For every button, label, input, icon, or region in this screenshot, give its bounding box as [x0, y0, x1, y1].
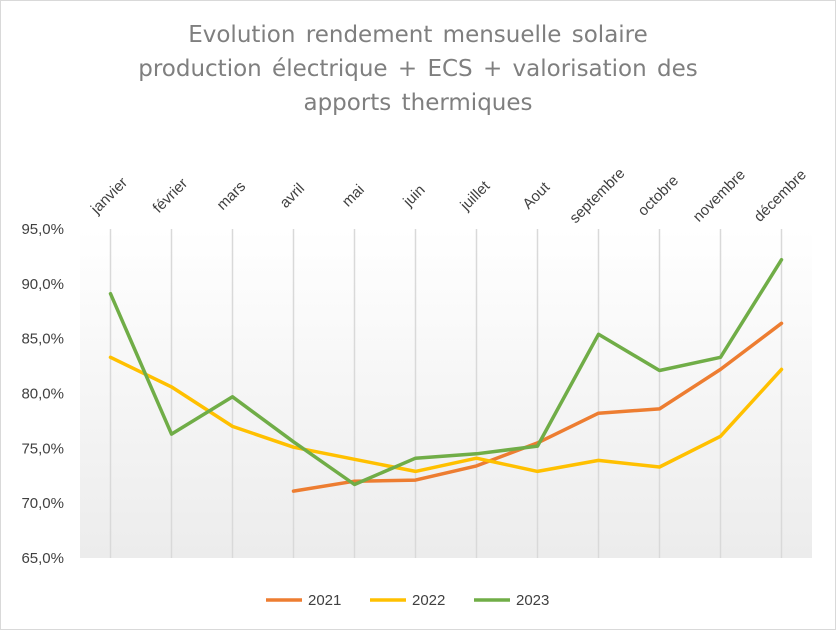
x-tick-labels: janvier février mars avril mai juin juillet Aou… — [87, 165, 810, 227]
y-tick-label: 90,0% — [21, 276, 64, 293]
legend-item-2022: 2022 — [370, 592, 445, 609]
chart-title-line-3: apports thermiques — [303, 90, 533, 116]
y-tick-label: 75,0% — [21, 440, 64, 457]
x-tick-label: mars — [214, 178, 250, 214]
y-tick-label: 70,0% — [21, 495, 64, 512]
chart-title: Evolution rendement mensuelle solaire pr… — [0, 18, 836, 120]
x-tick-label: mai — [339, 181, 368, 210]
y-tick-labels: 65,0% 70,0% 75,0% 80,0% 85,0% 90,0% 95,0% — [21, 221, 64, 567]
x-tick-label: novembre — [690, 166, 749, 225]
x-tick-label: décembre — [751, 166, 810, 225]
x-tick-label: juin — [399, 182, 428, 211]
x-tick-label: janvier — [87, 174, 131, 218]
x-tick-label: Aout — [519, 178, 553, 212]
series-lines — [108, 257, 784, 493]
legend-label: 2022 — [412, 592, 445, 609]
series-line-2022 — [108, 355, 784, 474]
x-tick-label: septembre — [566, 165, 628, 227]
y-tick-label: 95,0% — [21, 221, 64, 238]
legend: 2021 2022 2023 — [266, 592, 549, 609]
chart-title-line-2: production électrique + ECS + valorisati… — [138, 56, 698, 82]
y-tick-label: 85,0% — [21, 331, 64, 348]
x-tick-label: février — [150, 175, 191, 216]
plot-area — [80, 229, 812, 558]
x-tick-label: juillet — [457, 177, 494, 214]
legend-item-2023: 2023 — [474, 592, 549, 609]
x-tick-label: octobre — [635, 172, 682, 219]
legend-label: 2021 — [308, 592, 341, 609]
x-tick-label: avril — [277, 180, 308, 211]
chart-title-line-1: Evolution rendement mensuelle solaire — [188, 22, 648, 48]
y-tick-label: 80,0% — [21, 386, 64, 403]
gridlines — [109, 229, 783, 558]
y-tick-label: 65,0% — [21, 550, 64, 567]
legend-item-2021: 2021 — [266, 592, 341, 609]
legend-label: 2023 — [516, 592, 549, 609]
series-line-2023 — [108, 257, 784, 487]
